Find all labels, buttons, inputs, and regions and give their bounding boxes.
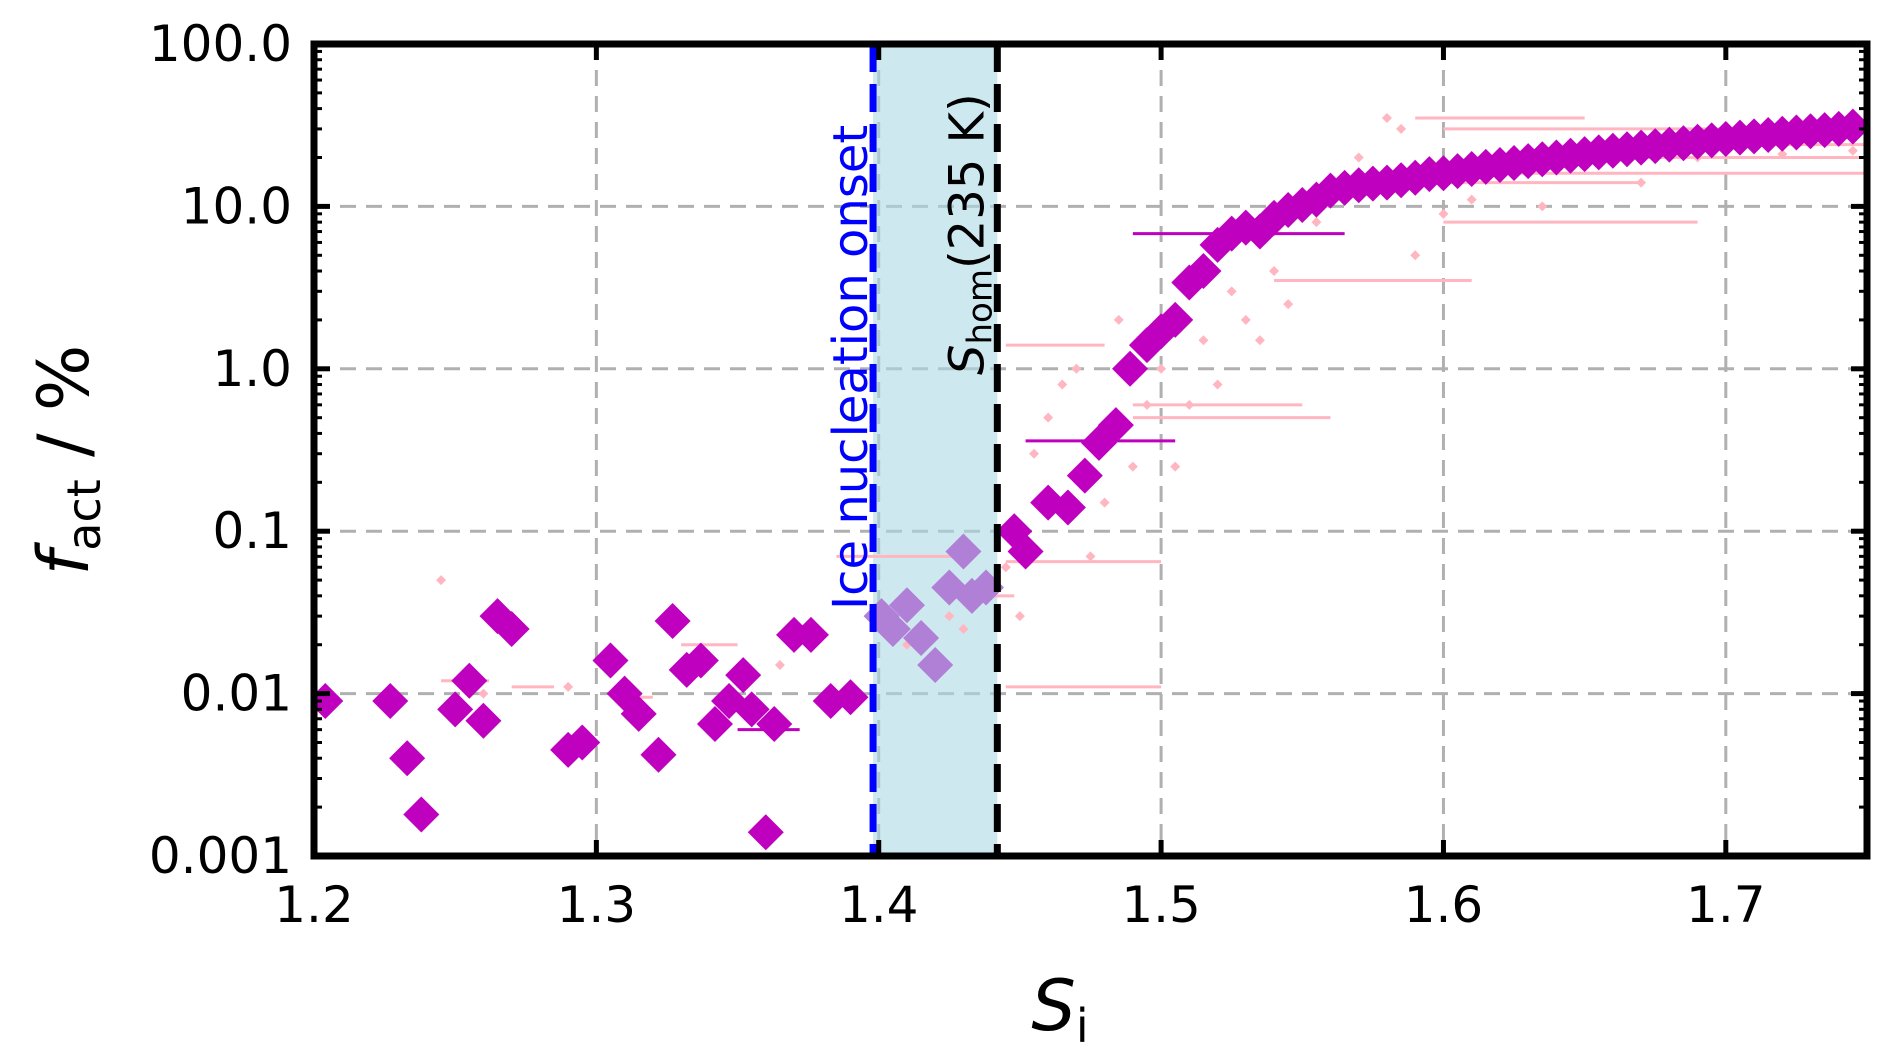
faint-point [1254, 335, 1265, 346]
faint-point [1043, 412, 1054, 423]
band-data-point [917, 647, 954, 684]
data-point [564, 724, 601, 761]
faint-point [1381, 113, 1392, 124]
ticks-layer: 1.2 1.3 1.4 1.5 1.6 1.7 0.001 0.01 0.1 1.0 10.0 100… [149, 15, 1867, 934]
s-hom-label: Shom(235 K) [939, 93, 1000, 375]
y-tick-label: 0.01 [181, 665, 292, 723]
x-tick-label: 1.4 [839, 876, 919, 934]
data-point [733, 691, 770, 728]
faint-point [774, 660, 785, 671]
faint-point [958, 623, 969, 634]
data-point [1834, 108, 1867, 145]
faint-point [1000, 562, 1011, 573]
faint-point [1014, 611, 1025, 622]
faint-point [1537, 201, 1548, 212]
y-tick-label: 1.0 [212, 340, 292, 398]
data-point [403, 796, 440, 833]
faint-point [1396, 123, 1407, 134]
faint-point [1240, 314, 1251, 325]
data-point [451, 662, 488, 699]
x-tick-label: 1.3 [557, 876, 637, 934]
faint-point [1127, 461, 1138, 472]
y-tick-label: 0.001 [149, 827, 292, 885]
main-series-layer [314, 108, 1867, 851]
faint-point [1170, 461, 1181, 472]
faint-point [944, 611, 955, 622]
data-point [725, 657, 762, 694]
data-point [756, 705, 793, 742]
data-point [493, 610, 530, 647]
data-point [747, 814, 784, 851]
band-data-point [888, 587, 925, 624]
faint-point [1311, 217, 1322, 228]
faint-point [1283, 299, 1294, 310]
plot-frame [310, 40, 1871, 860]
faint-point [1057, 379, 1068, 390]
faint-point [1353, 152, 1364, 163]
band-data-point [945, 533, 982, 570]
x-tick-label: 1.6 [1404, 876, 1484, 934]
data-point [1112, 350, 1149, 387]
data-point [792, 616, 829, 653]
faint-point [563, 681, 574, 692]
data-point [654, 602, 691, 639]
data-point [640, 736, 677, 773]
data-point [389, 740, 426, 777]
data-point [696, 705, 733, 742]
shaded-band [873, 44, 998, 856]
faint-point [1198, 335, 1209, 346]
data-point [620, 695, 657, 732]
band-data-point [903, 619, 940, 656]
vertical-lines-layer [869, 44, 1001, 856]
y-axis-title: fact / % [23, 345, 111, 576]
data-point [372, 683, 409, 720]
x-tick-label: 1.7 [1686, 876, 1766, 934]
faint-point [1113, 314, 1124, 325]
x-tick-label: 1.5 [1121, 876, 1201, 934]
faint-point [1029, 448, 1040, 459]
faint-point [1438, 208, 1449, 219]
faint-point [1099, 497, 1110, 508]
faint-point [1212, 379, 1223, 390]
x-axis-title: Si [1031, 965, 1088, 1053]
shaded-band-layer [873, 44, 998, 856]
data-point [1157, 301, 1194, 338]
data-point [1007, 533, 1044, 570]
faint-point [478, 688, 489, 699]
band-data-point [874, 610, 911, 647]
error-bars-layer [441, 116, 1867, 732]
faint-point [1156, 363, 1167, 374]
data-point [832, 679, 869, 716]
data-point [1066, 457, 1103, 494]
y-tick-label: 0.1 [212, 502, 292, 560]
data-point [1185, 253, 1222, 290]
data-point [465, 702, 502, 739]
faint-point [1085, 551, 1096, 562]
y-tick-label: 100.0 [149, 15, 292, 73]
data-point [592, 642, 629, 679]
faint-point [1226, 286, 1237, 297]
faint-point [1410, 250, 1421, 261]
faint-point [1466, 194, 1477, 205]
faint-point [436, 575, 447, 586]
ice-nucleation-onset-label: Ice nucleation onset [823, 125, 879, 610]
data-point [437, 691, 474, 728]
faint-point [1071, 363, 1082, 374]
x-tick-label: 1.2 [274, 876, 354, 934]
faint-point [1847, 145, 1858, 156]
data-point [1097, 407, 1134, 444]
faint-point [1269, 266, 1280, 277]
data-point [1049, 489, 1086, 526]
y-tick-label: 10.0 [181, 177, 292, 235]
data-point [682, 642, 719, 679]
